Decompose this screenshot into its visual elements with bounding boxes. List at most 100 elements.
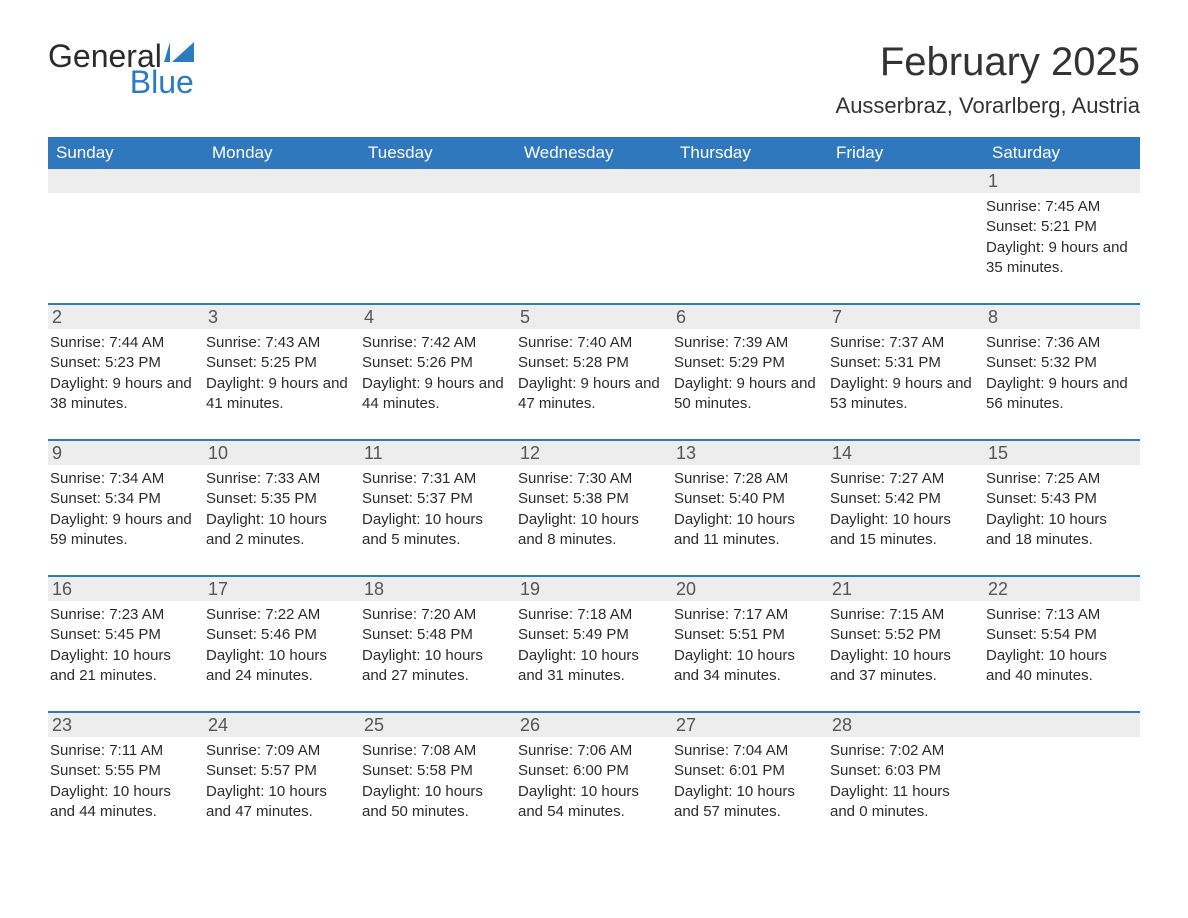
weekday-header-row: SundayMondayTuesdayWednesdayThursdayFrid…: [48, 137, 1140, 169]
day-body: Sunrise: 7:25 AMSunset: 5:43 PMDaylight:…: [984, 465, 1140, 550]
day-body: Sunrise: 7:44 AMSunset: 5:23 PMDaylight:…: [48, 329, 204, 414]
day-body: Sunrise: 7:11 AMSunset: 5:55 PMDaylight:…: [48, 737, 204, 822]
sunset-line: Sunset: 5:29 PM: [674, 353, 822, 373]
calendar-cell: 12Sunrise: 7:30 AMSunset: 5:38 PMDayligh…: [516, 441, 672, 559]
calendar-cell: 14Sunrise: 7:27 AMSunset: 5:42 PMDayligh…: [828, 441, 984, 559]
sunrise-line: Sunrise: 7:36 AM: [986, 333, 1134, 353]
daylight-line: Daylight: 9 hours and 38 minutes.: [50, 374, 198, 415]
calendar-week: 1Sunrise: 7:45 AMSunset: 5:21 PMDaylight…: [48, 169, 1140, 287]
calendar-cell: 7Sunrise: 7:37 AMSunset: 5:31 PMDaylight…: [828, 305, 984, 423]
sunset-line: Sunset: 5:35 PM: [206, 489, 354, 509]
sunset-line: Sunset: 5:49 PM: [518, 625, 666, 645]
daylight-line: Daylight: 10 hours and 47 minutes.: [206, 782, 354, 823]
sunrise-line: Sunrise: 7:30 AM: [518, 469, 666, 489]
daylight-line: Daylight: 10 hours and 34 minutes.: [674, 646, 822, 687]
day-body: Sunrise: 7:15 AMSunset: 5:52 PMDaylight:…: [828, 601, 984, 686]
sunset-line: Sunset: 5:40 PM: [674, 489, 822, 509]
calendar-cell: [48, 169, 204, 287]
sunset-line: Sunset: 5:52 PM: [830, 625, 978, 645]
day-number: 22: [984, 577, 1140, 601]
daylight-line: Daylight: 10 hours and 37 minutes.: [830, 646, 978, 687]
day-number: 2: [48, 305, 204, 329]
calendar-cell: 2Sunrise: 7:44 AMSunset: 5:23 PMDaylight…: [48, 305, 204, 423]
day-body: Sunrise: 7:40 AMSunset: 5:28 PMDaylight:…: [516, 329, 672, 414]
calendar-cell: [204, 169, 360, 287]
calendar-cell: 18Sunrise: 7:20 AMSunset: 5:48 PMDayligh…: [360, 577, 516, 695]
sunrise-line: Sunrise: 7:09 AM: [206, 741, 354, 761]
daylight-line: Daylight: 10 hours and 31 minutes.: [518, 646, 666, 687]
calendar-cell: 22Sunrise: 7:13 AMSunset: 5:54 PMDayligh…: [984, 577, 1140, 695]
daylight-line: Daylight: 10 hours and 21 minutes.: [50, 646, 198, 687]
day-body: Sunrise: 7:22 AMSunset: 5:46 PMDaylight:…: [204, 601, 360, 686]
calendar-cell: 9Sunrise: 7:34 AMSunset: 5:34 PMDaylight…: [48, 441, 204, 559]
calendar-cell: 17Sunrise: 7:22 AMSunset: 5:46 PMDayligh…: [204, 577, 360, 695]
day-number: 26: [516, 713, 672, 737]
sunrise-line: Sunrise: 7:11 AM: [50, 741, 198, 761]
sunrise-line: Sunrise: 7:33 AM: [206, 469, 354, 489]
calendar-cell: 8Sunrise: 7:36 AMSunset: 5:32 PMDaylight…: [984, 305, 1140, 423]
page-title: February 2025: [836, 40, 1140, 85]
daylight-line: Daylight: 10 hours and 40 minutes.: [986, 646, 1134, 687]
day-number: 4: [360, 305, 516, 329]
day-number: 13: [672, 441, 828, 465]
day-number: 11: [360, 441, 516, 465]
sunrise-line: Sunrise: 7:44 AM: [50, 333, 198, 353]
day-body: Sunrise: 7:33 AMSunset: 5:35 PMDaylight:…: [204, 465, 360, 550]
calendar: SundayMondayTuesdayWednesdayThursdayFrid…: [48, 137, 1140, 831]
calendar-cell: 3Sunrise: 7:43 AMSunset: 5:25 PMDaylight…: [204, 305, 360, 423]
sunrise-line: Sunrise: 7:45 AM: [986, 197, 1134, 217]
sunset-line: Sunset: 5:54 PM: [986, 625, 1134, 645]
calendar-cell: 23Sunrise: 7:11 AMSunset: 5:55 PMDayligh…: [48, 713, 204, 831]
sunset-line: Sunset: 5:43 PM: [986, 489, 1134, 509]
day-body: Sunrise: 7:02 AMSunset: 6:03 PMDaylight:…: [828, 737, 984, 822]
day-number: 3: [204, 305, 360, 329]
sunrise-line: Sunrise: 7:20 AM: [362, 605, 510, 625]
sunrise-line: Sunrise: 7:43 AM: [206, 333, 354, 353]
sunset-line: Sunset: 5:55 PM: [50, 761, 198, 781]
day-body: [828, 193, 984, 197]
daylight-line: Daylight: 9 hours and 41 minutes.: [206, 374, 354, 415]
day-number: 28: [828, 713, 984, 737]
day-body: Sunrise: 7:23 AMSunset: 5:45 PMDaylight:…: [48, 601, 204, 686]
day-body: Sunrise: 7:28 AMSunset: 5:40 PMDaylight:…: [672, 465, 828, 550]
day-body: [984, 737, 1140, 741]
calendar-cell: 27Sunrise: 7:04 AMSunset: 6:01 PMDayligh…: [672, 713, 828, 831]
day-body: Sunrise: 7:04 AMSunset: 6:01 PMDaylight:…: [672, 737, 828, 822]
sunset-line: Sunset: 6:00 PM: [518, 761, 666, 781]
sunset-line: Sunset: 5:23 PM: [50, 353, 198, 373]
title-block: February 2025 Ausserbraz, Vorarlberg, Au…: [836, 40, 1140, 129]
sunset-line: Sunset: 5:46 PM: [206, 625, 354, 645]
sunset-line: Sunset: 5:21 PM: [986, 217, 1134, 237]
sunset-line: Sunset: 6:03 PM: [830, 761, 978, 781]
sunrise-line: Sunrise: 7:40 AM: [518, 333, 666, 353]
daylight-line: Daylight: 10 hours and 5 minutes.: [362, 510, 510, 551]
day-number: 15: [984, 441, 1140, 465]
calendar-cell: 15Sunrise: 7:25 AMSunset: 5:43 PMDayligh…: [984, 441, 1140, 559]
sunset-line: Sunset: 5:45 PM: [50, 625, 198, 645]
sunrise-line: Sunrise: 7:17 AM: [674, 605, 822, 625]
calendar-cell: 11Sunrise: 7:31 AMSunset: 5:37 PMDayligh…: [360, 441, 516, 559]
day-number: [516, 169, 672, 193]
sunrise-line: Sunrise: 7:08 AM: [362, 741, 510, 761]
daylight-line: Daylight: 10 hours and 11 minutes.: [674, 510, 822, 551]
day-number: [672, 169, 828, 193]
calendar-cell: 10Sunrise: 7:33 AMSunset: 5:35 PMDayligh…: [204, 441, 360, 559]
day-number: 20: [672, 577, 828, 601]
sunset-line: Sunset: 5:32 PM: [986, 353, 1134, 373]
sunset-line: Sunset: 5:31 PM: [830, 353, 978, 373]
day-number: [48, 169, 204, 193]
sunset-line: Sunset: 5:28 PM: [518, 353, 666, 373]
calendar-week: 16Sunrise: 7:23 AMSunset: 5:45 PMDayligh…: [48, 575, 1140, 695]
day-body: Sunrise: 7:36 AMSunset: 5:32 PMDaylight:…: [984, 329, 1140, 414]
day-body: [48, 193, 204, 197]
calendar-cell: [984, 713, 1140, 831]
day-body: Sunrise: 7:08 AMSunset: 5:58 PMDaylight:…: [360, 737, 516, 822]
daylight-line: Daylight: 11 hours and 0 minutes.: [830, 782, 978, 823]
day-body: Sunrise: 7:43 AMSunset: 5:25 PMDaylight:…: [204, 329, 360, 414]
day-body: [672, 193, 828, 197]
header: General Blue February 2025 Ausserbraz, V…: [48, 40, 1140, 129]
daylight-line: Daylight: 10 hours and 57 minutes.: [674, 782, 822, 823]
sunrise-line: Sunrise: 7:28 AM: [674, 469, 822, 489]
day-number: [204, 169, 360, 193]
day-number: 10: [204, 441, 360, 465]
